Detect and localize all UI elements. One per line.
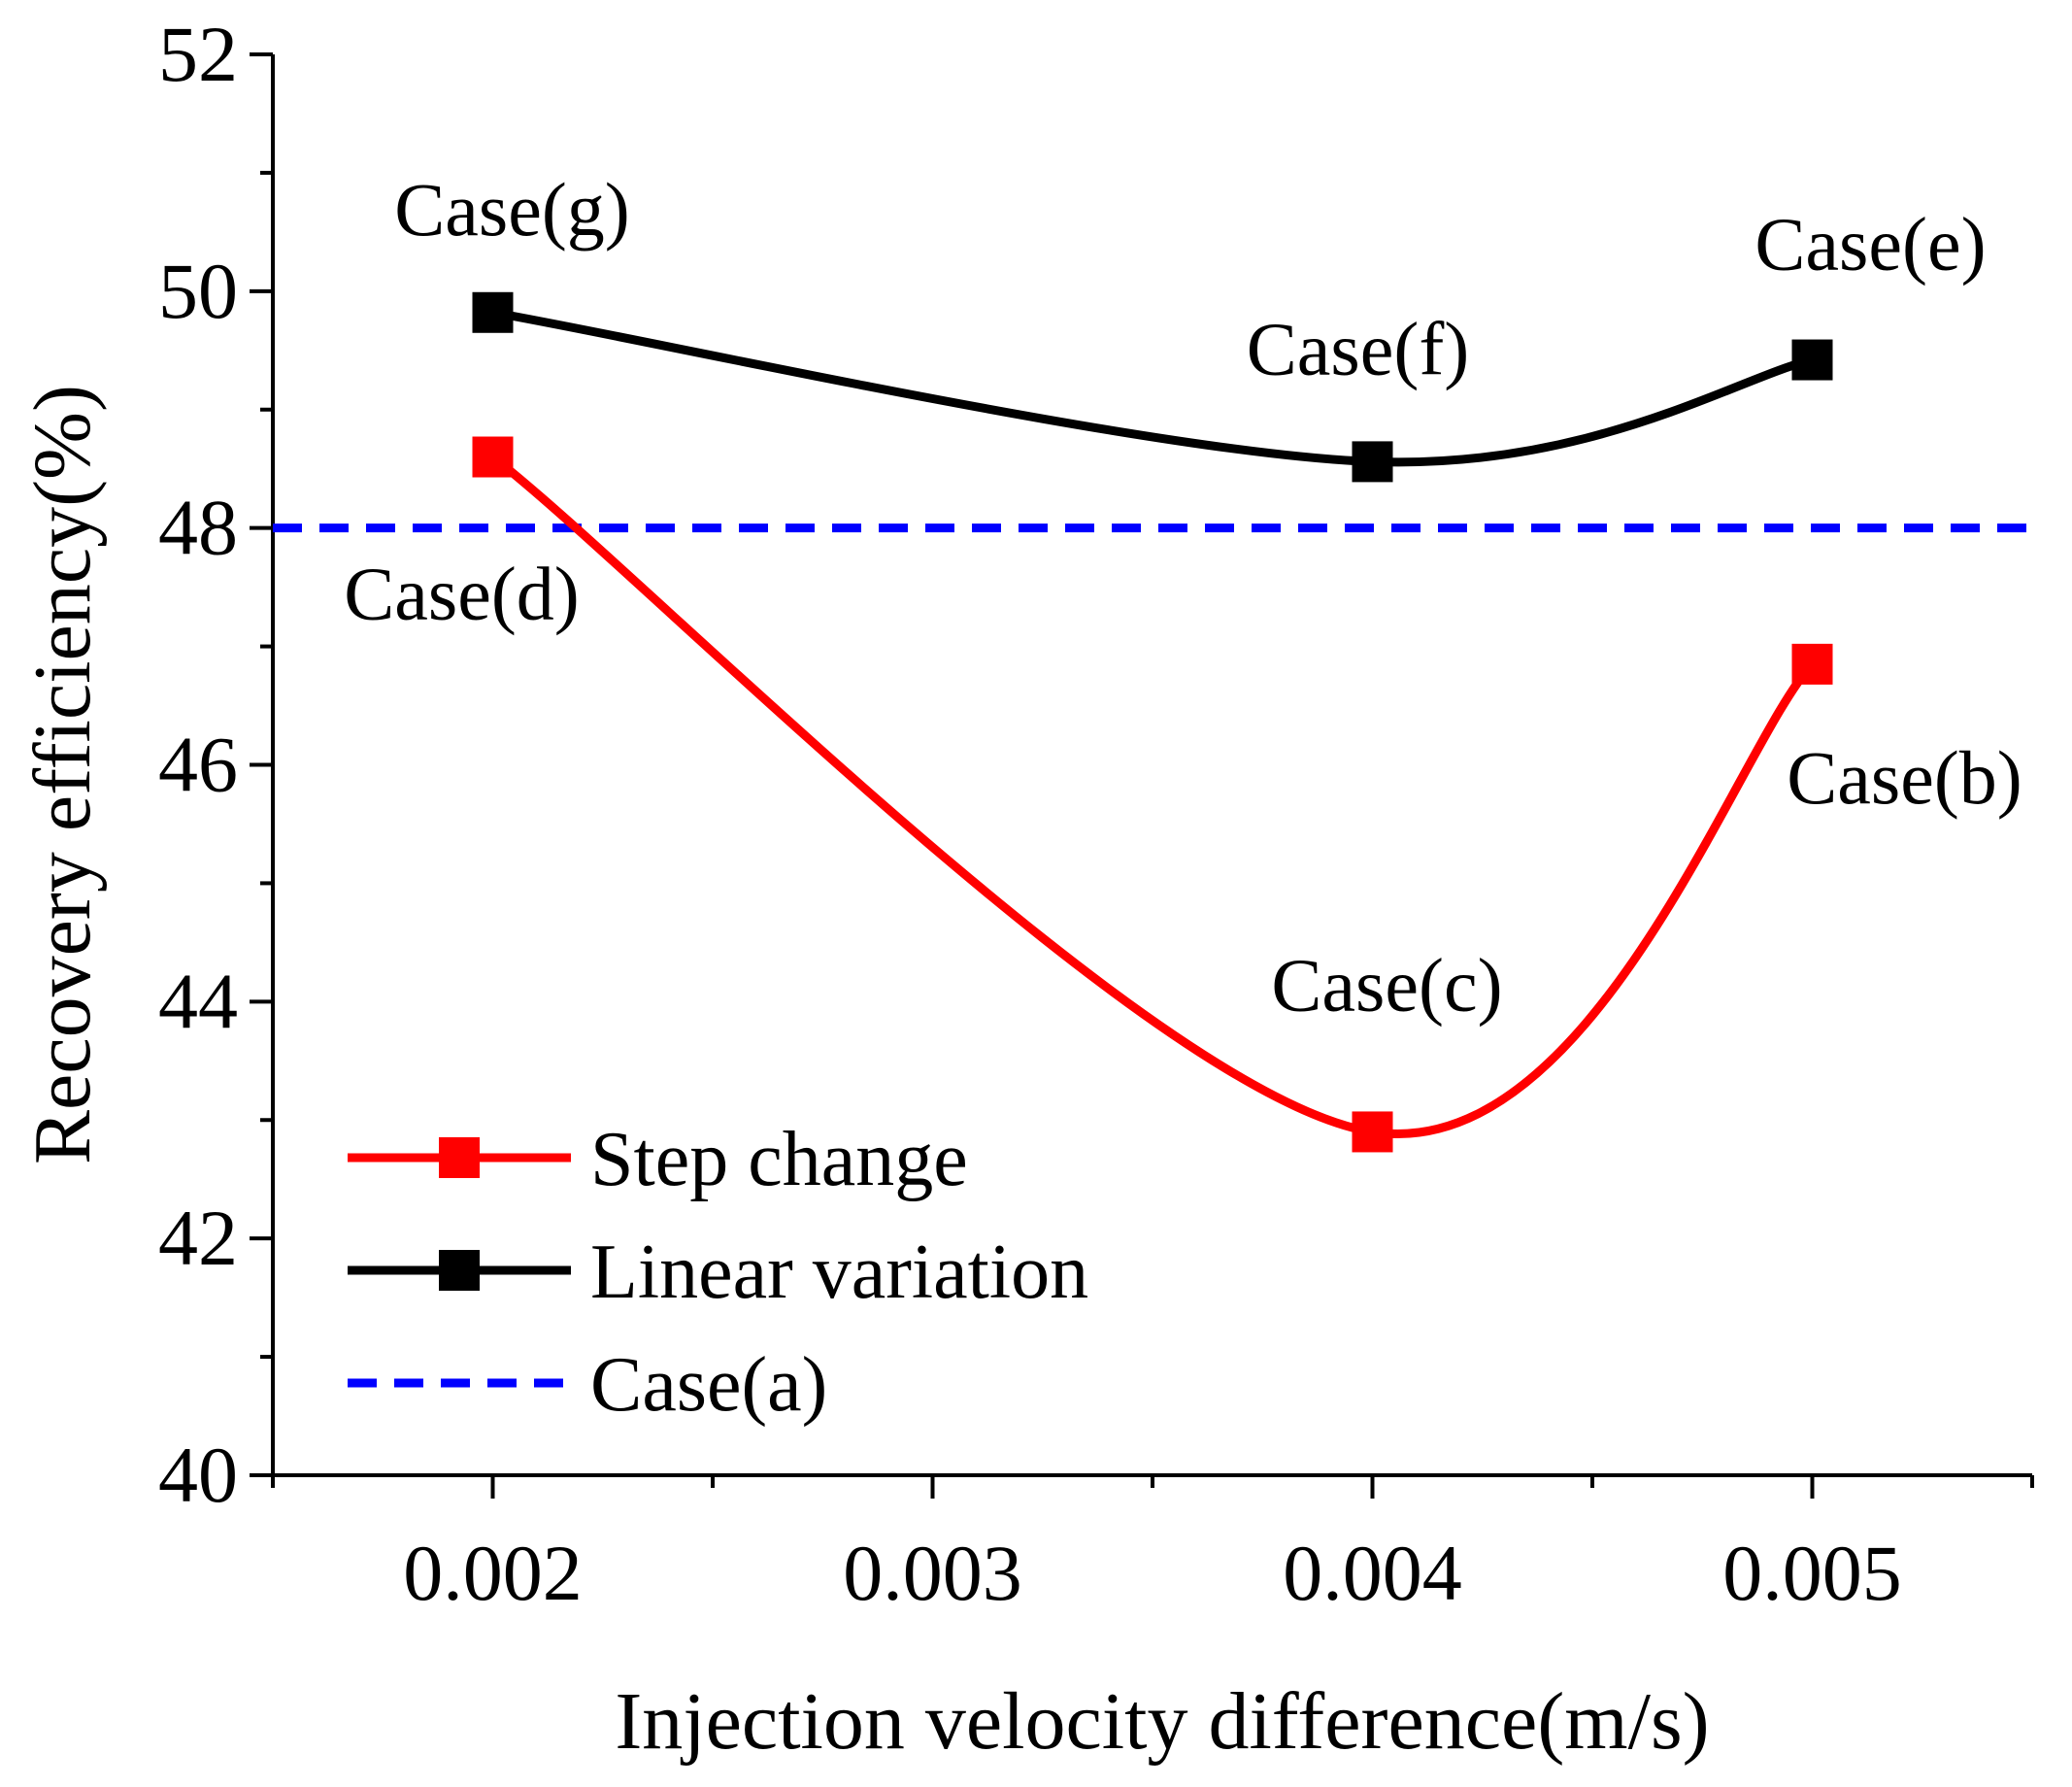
data-point-step-change <box>1352 1111 1393 1153</box>
x-tick-label: 0.004 <box>1283 1529 1462 1617</box>
data-point-linear-variation <box>1352 441 1393 483</box>
annotation-label: Case(b) <box>1787 735 2022 820</box>
legend-item-step-change: Step change <box>348 1117 968 1202</box>
y-tick-label: 44 <box>158 957 238 1045</box>
y-tick-label: 50 <box>158 247 238 335</box>
x-axis-title: Injection velocity difference(m/s) <box>615 1676 1709 1767</box>
data-point-step-change <box>472 436 514 478</box>
y-axis-title: Recovery efficiency(%) <box>17 385 108 1164</box>
legend-swatch-marker-linear-variation <box>439 1250 480 1291</box>
series-line-linear-variation <box>491 308 1814 467</box>
y-tick-label: 48 <box>158 484 238 572</box>
y-tick-label: 42 <box>158 1194 238 1282</box>
series-layer <box>273 291 2032 1153</box>
annotation-label: Case(e) <box>1755 202 1986 287</box>
data-point-linear-variation <box>1791 339 1833 381</box>
legend-swatch-marker-step-change <box>439 1137 480 1178</box>
x-tick-label: 0.002 <box>403 1529 583 1617</box>
legend-label-case-a: Case(a) <box>590 1342 827 1428</box>
y-tick-label: 52 <box>158 10 238 98</box>
plot-area: 40 42 44 46 48 50 52 0.002 0.003 0.004 0.005 Case… <box>158 10 2034 1617</box>
legend-item-case-a: Case(a) <box>348 1342 827 1428</box>
x-ticks: 0.002 0.003 0.004 0.005 <box>271 1475 2034 1617</box>
y-ticks: 40 42 44 46 48 50 52 <box>158 10 273 1519</box>
annotation-label: Case(c) <box>1271 942 1502 1027</box>
legend: Step change Linear variation Case(a) <box>348 1117 1088 1428</box>
y-tick-label: 40 <box>158 1431 238 1519</box>
series-line-step-change <box>489 453 1816 1138</box>
data-point-step-change <box>1791 643 1833 685</box>
annotation-label: Case(f) <box>1247 306 1470 390</box>
legend-label-step-change: Step change <box>590 1117 968 1202</box>
data-point-linear-variation <box>472 291 514 333</box>
annotation-label: Case(g) <box>394 167 630 252</box>
legend-label-linear-variation: Linear variation <box>590 1230 1088 1315</box>
annotation-label: Case(d) <box>344 552 580 636</box>
annotation-layer: Case(g) Case(d) Case(f) Case(c) Case(e) Case(… <box>344 167 2022 1028</box>
legend-item-linear-variation: Linear variation <box>348 1230 1088 1315</box>
x-tick-label: 0.005 <box>1722 1529 1902 1617</box>
y-tick-label: 46 <box>158 721 238 809</box>
x-tick-label: 0.003 <box>843 1529 1022 1617</box>
